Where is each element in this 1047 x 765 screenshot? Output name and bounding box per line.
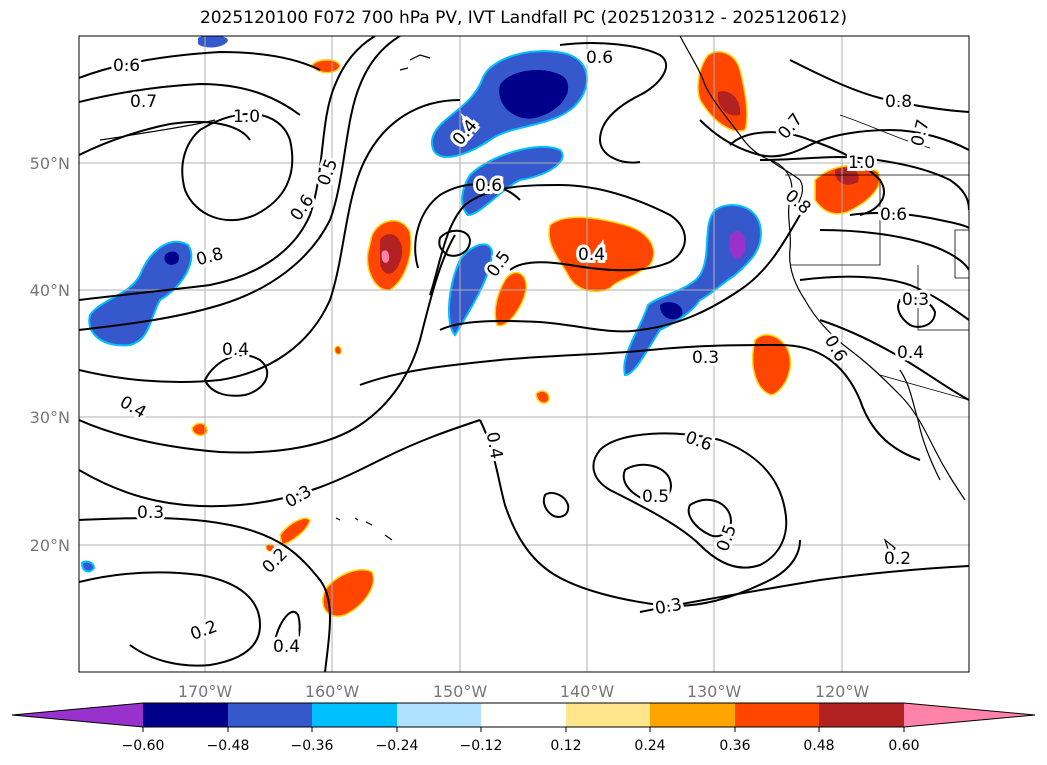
contour-label: 0.5: [642, 487, 669, 507]
colorbar-tick-label: −0.36: [291, 738, 334, 754]
positive-anomaly-140w: [548, 216, 655, 293]
lon-label: 130°W: [687, 682, 742, 701]
lon-label: 140°W: [560, 682, 615, 701]
positive-hawaii-south: [322, 569, 375, 617]
colorbar-tick-label: 0.12: [550, 738, 581, 754]
positive-small-2: [191, 422, 208, 437]
contour-label: 0.6: [475, 176, 502, 196]
contour-label: 0.4: [578, 245, 605, 265]
latitude-labels: 50°N 40°N 30°N 20°N: [30, 154, 70, 555]
negative-anomaly-mid: [461, 145, 564, 217]
colorbar-seg: [312, 703, 397, 727]
colorbar-tick-label: 0.48: [803, 738, 834, 754]
colorbar-tick-label: 0.24: [634, 738, 665, 754]
colorbar-seg: [397, 703, 481, 727]
positive-oregon: [814, 164, 881, 215]
colorbar-tick-label: 0.60: [888, 738, 919, 754]
lon-label: 150°W: [433, 682, 488, 701]
colorbar-tick-labels: −0.60 −0.48 −0.36 −0.24 −0.12 0.12 0.24 …: [122, 738, 920, 754]
colorbar-segments: [12, 703, 1035, 727]
colorbar-extend-high: [904, 703, 1035, 727]
positive-small-5: [265, 543, 275, 552]
contour-label: 0.4: [222, 340, 249, 360]
lon-label: 120°W: [815, 682, 870, 701]
contour-label: 0.3: [902, 290, 929, 310]
lon-label: 160°W: [305, 682, 360, 701]
negative-core-east-2: [660, 302, 683, 320]
colorbar: −0.60 −0.48 −0.36 −0.24 −0.12 0.12 0.24 …: [11, 702, 1036, 754]
colorbar-seg: [481, 703, 566, 727]
positive-core-bc: [717, 91, 741, 116]
lat-label: 20°N: [30, 536, 70, 555]
contour-label: 1.0: [848, 153, 875, 173]
colorbar-seg: [650, 703, 735, 727]
map-frame: [78, 35, 970, 673]
positive-core-150w: [380, 234, 403, 274]
contour-labels: 0.6 0.7 1.0 0.5 0.6 0.8 0.4 0.6 0.5 0.4 …: [110, 45, 937, 660]
graticule: [79, 36, 969, 672]
negative-core-north-pacific: [499, 69, 569, 119]
contour-label: 0.6: [113, 56, 140, 76]
contour-label: 0.2: [884, 549, 911, 569]
coastlines: [99, 36, 966, 557]
contour-label: 0.4: [273, 637, 300, 657]
lat-label: 40°N: [30, 281, 70, 300]
contour-label: 1.0: [233, 107, 260, 127]
positive-streak-145w: [494, 271, 527, 327]
lat-label: 50°N: [30, 154, 70, 173]
contour-label: 0.3: [653, 595, 683, 619]
positive-small-4: [334, 345, 342, 355]
positive-core-oregon: [834, 167, 859, 185]
contour-label: 0.6: [880, 205, 907, 225]
colorbar-seg: [735, 703, 819, 727]
colorbar-tick-label: −0.24: [376, 738, 419, 754]
colorbar-extend-low: [12, 703, 143, 727]
negative-small-west: [80, 560, 96, 573]
map-title: 2025120100 F072 700 hPa PV, IVT Landfall…: [199, 8, 847, 28]
contour-label: 0.7: [130, 92, 157, 112]
colorbar-seg: [819, 703, 904, 727]
negative-core-east: [730, 230, 746, 259]
political-borders: [785, 114, 969, 401]
colorbar-seg: [566, 703, 650, 727]
longitude-labels: 170°W 160°W 150°W 140°W 130°W 120°W: [178, 682, 870, 701]
map-area: 0.6 0.7 1.0 0.5 0.6 0.8 0.4 0.6 0.5 0.4 …: [79, 36, 969, 672]
colorbar-tick-label: 0.36: [719, 738, 750, 754]
positive-california: [751, 334, 792, 396]
pv-contours: [79, 36, 969, 672]
positive-hawaii-west: [279, 517, 311, 546]
colorbar-tick-label: −0.60: [122, 738, 165, 754]
contour-label: 0.4: [897, 343, 924, 363]
colorbar-seg: [143, 703, 228, 727]
positive-max-150w: [381, 250, 390, 263]
contour-label: 0.3: [137, 503, 164, 523]
negative-core-west: [164, 251, 179, 265]
contour-label: 0.8: [885, 92, 912, 112]
colorbar-tick-label: −0.12: [460, 738, 503, 754]
contour-label: 0.3: [692, 348, 719, 368]
positive-small-3: [535, 390, 550, 404]
colorbar-tick-label: −0.48: [207, 738, 250, 754]
lon-label: 170°W: [178, 682, 233, 701]
contour-label: 0.6: [586, 48, 613, 68]
colorbar-seg: [228, 703, 312, 727]
colorbar-ticks: [142, 727, 905, 732]
lat-label: 30°N: [30, 408, 70, 427]
